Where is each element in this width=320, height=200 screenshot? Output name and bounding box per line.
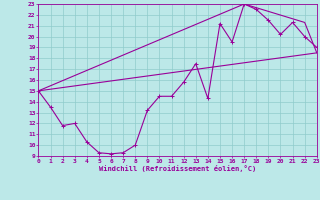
X-axis label: Windchill (Refroidissement éolien,°C): Windchill (Refroidissement éolien,°C) [99,165,256,172]
